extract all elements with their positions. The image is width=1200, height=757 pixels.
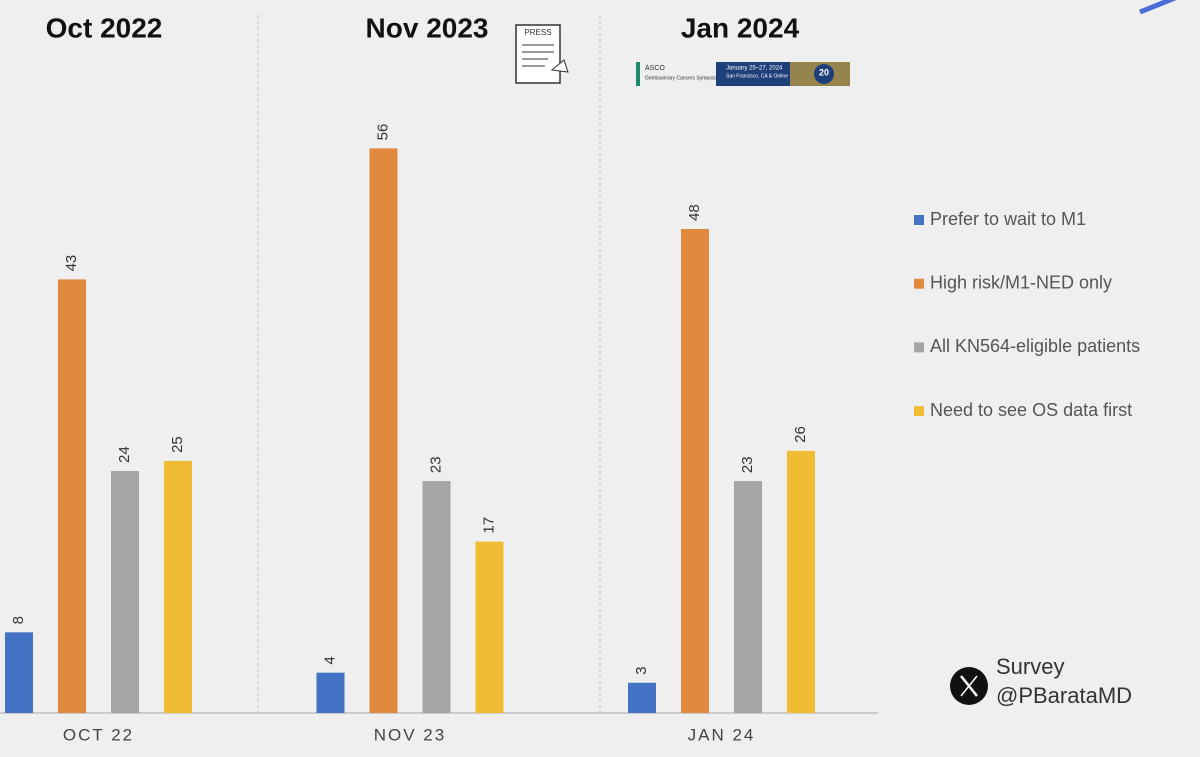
- banner-name: Genitourinary Cancers Symposium: [645, 75, 723, 81]
- bar: [628, 682, 656, 713]
- pen-stroke: [1139, 0, 1177, 15]
- banner: ASCO Genitourinary Cancers Symposium Jan…: [636, 62, 850, 86]
- value-label: 43: [63, 255, 80, 272]
- credit-line: @PBarataMD: [996, 683, 1132, 708]
- credit-line: Survey: [996, 654, 1064, 679]
- value-label: 23: [427, 456, 444, 473]
- banner-place: San Francisco, CA & Online: [726, 73, 788, 79]
- legend-label: High risk/M1-NED only: [930, 272, 1112, 292]
- bar: [58, 279, 86, 713]
- bar: [787, 450, 815, 713]
- value-label: 48: [686, 204, 703, 221]
- value-label: 56: [374, 124, 391, 141]
- legend-swatch: [914, 342, 924, 353]
- x-tick-label: OCT 22: [63, 725, 134, 744]
- legend-swatch: [914, 215, 924, 225]
- value-label: 25: [169, 436, 186, 453]
- press-label: PRESS: [524, 28, 551, 37]
- value-label: 17: [480, 517, 497, 534]
- legend-label: Need to see OS data first: [930, 400, 1132, 420]
- bar: [422, 481, 451, 713]
- group-title: Jan 2024: [681, 12, 800, 43]
- value-label: 26: [792, 426, 809, 443]
- bar: [111, 471, 139, 713]
- bar: [164, 460, 192, 713]
- legend-label: All KN564-eligible patients: [930, 336, 1140, 356]
- legend-swatch: [914, 406, 924, 417]
- legend-swatch: [914, 278, 924, 289]
- value-label: 23: [739, 456, 756, 473]
- bar: [369, 148, 398, 714]
- legend-label: Prefer to wait to M1: [930, 209, 1086, 229]
- bar: [5, 632, 33, 713]
- bar: [316, 672, 345, 713]
- banner-org: ASCO: [645, 65, 665, 72]
- value-label: 8: [10, 616, 27, 624]
- group-title: Oct 2022: [46, 12, 163, 43]
- group-title: Nov 2023: [366, 12, 489, 43]
- credit: Survey @PBarataMD: [950, 654, 1132, 708]
- banner-dates: January 25–27, 2024: [726, 66, 783, 72]
- x-tick-label: JAN 24: [688, 725, 756, 744]
- bar: [734, 481, 762, 713]
- value-label: 4: [321, 656, 338, 664]
- bar: [475, 541, 504, 713]
- value-label: 24: [116, 446, 133, 463]
- banner-badge: 20: [819, 67, 829, 77]
- press-icon: PRESS: [515, 24, 569, 84]
- value-label: 3: [633, 666, 650, 674]
- x-tick-label: NOV 23: [374, 725, 446, 744]
- bar: [681, 229, 709, 713]
